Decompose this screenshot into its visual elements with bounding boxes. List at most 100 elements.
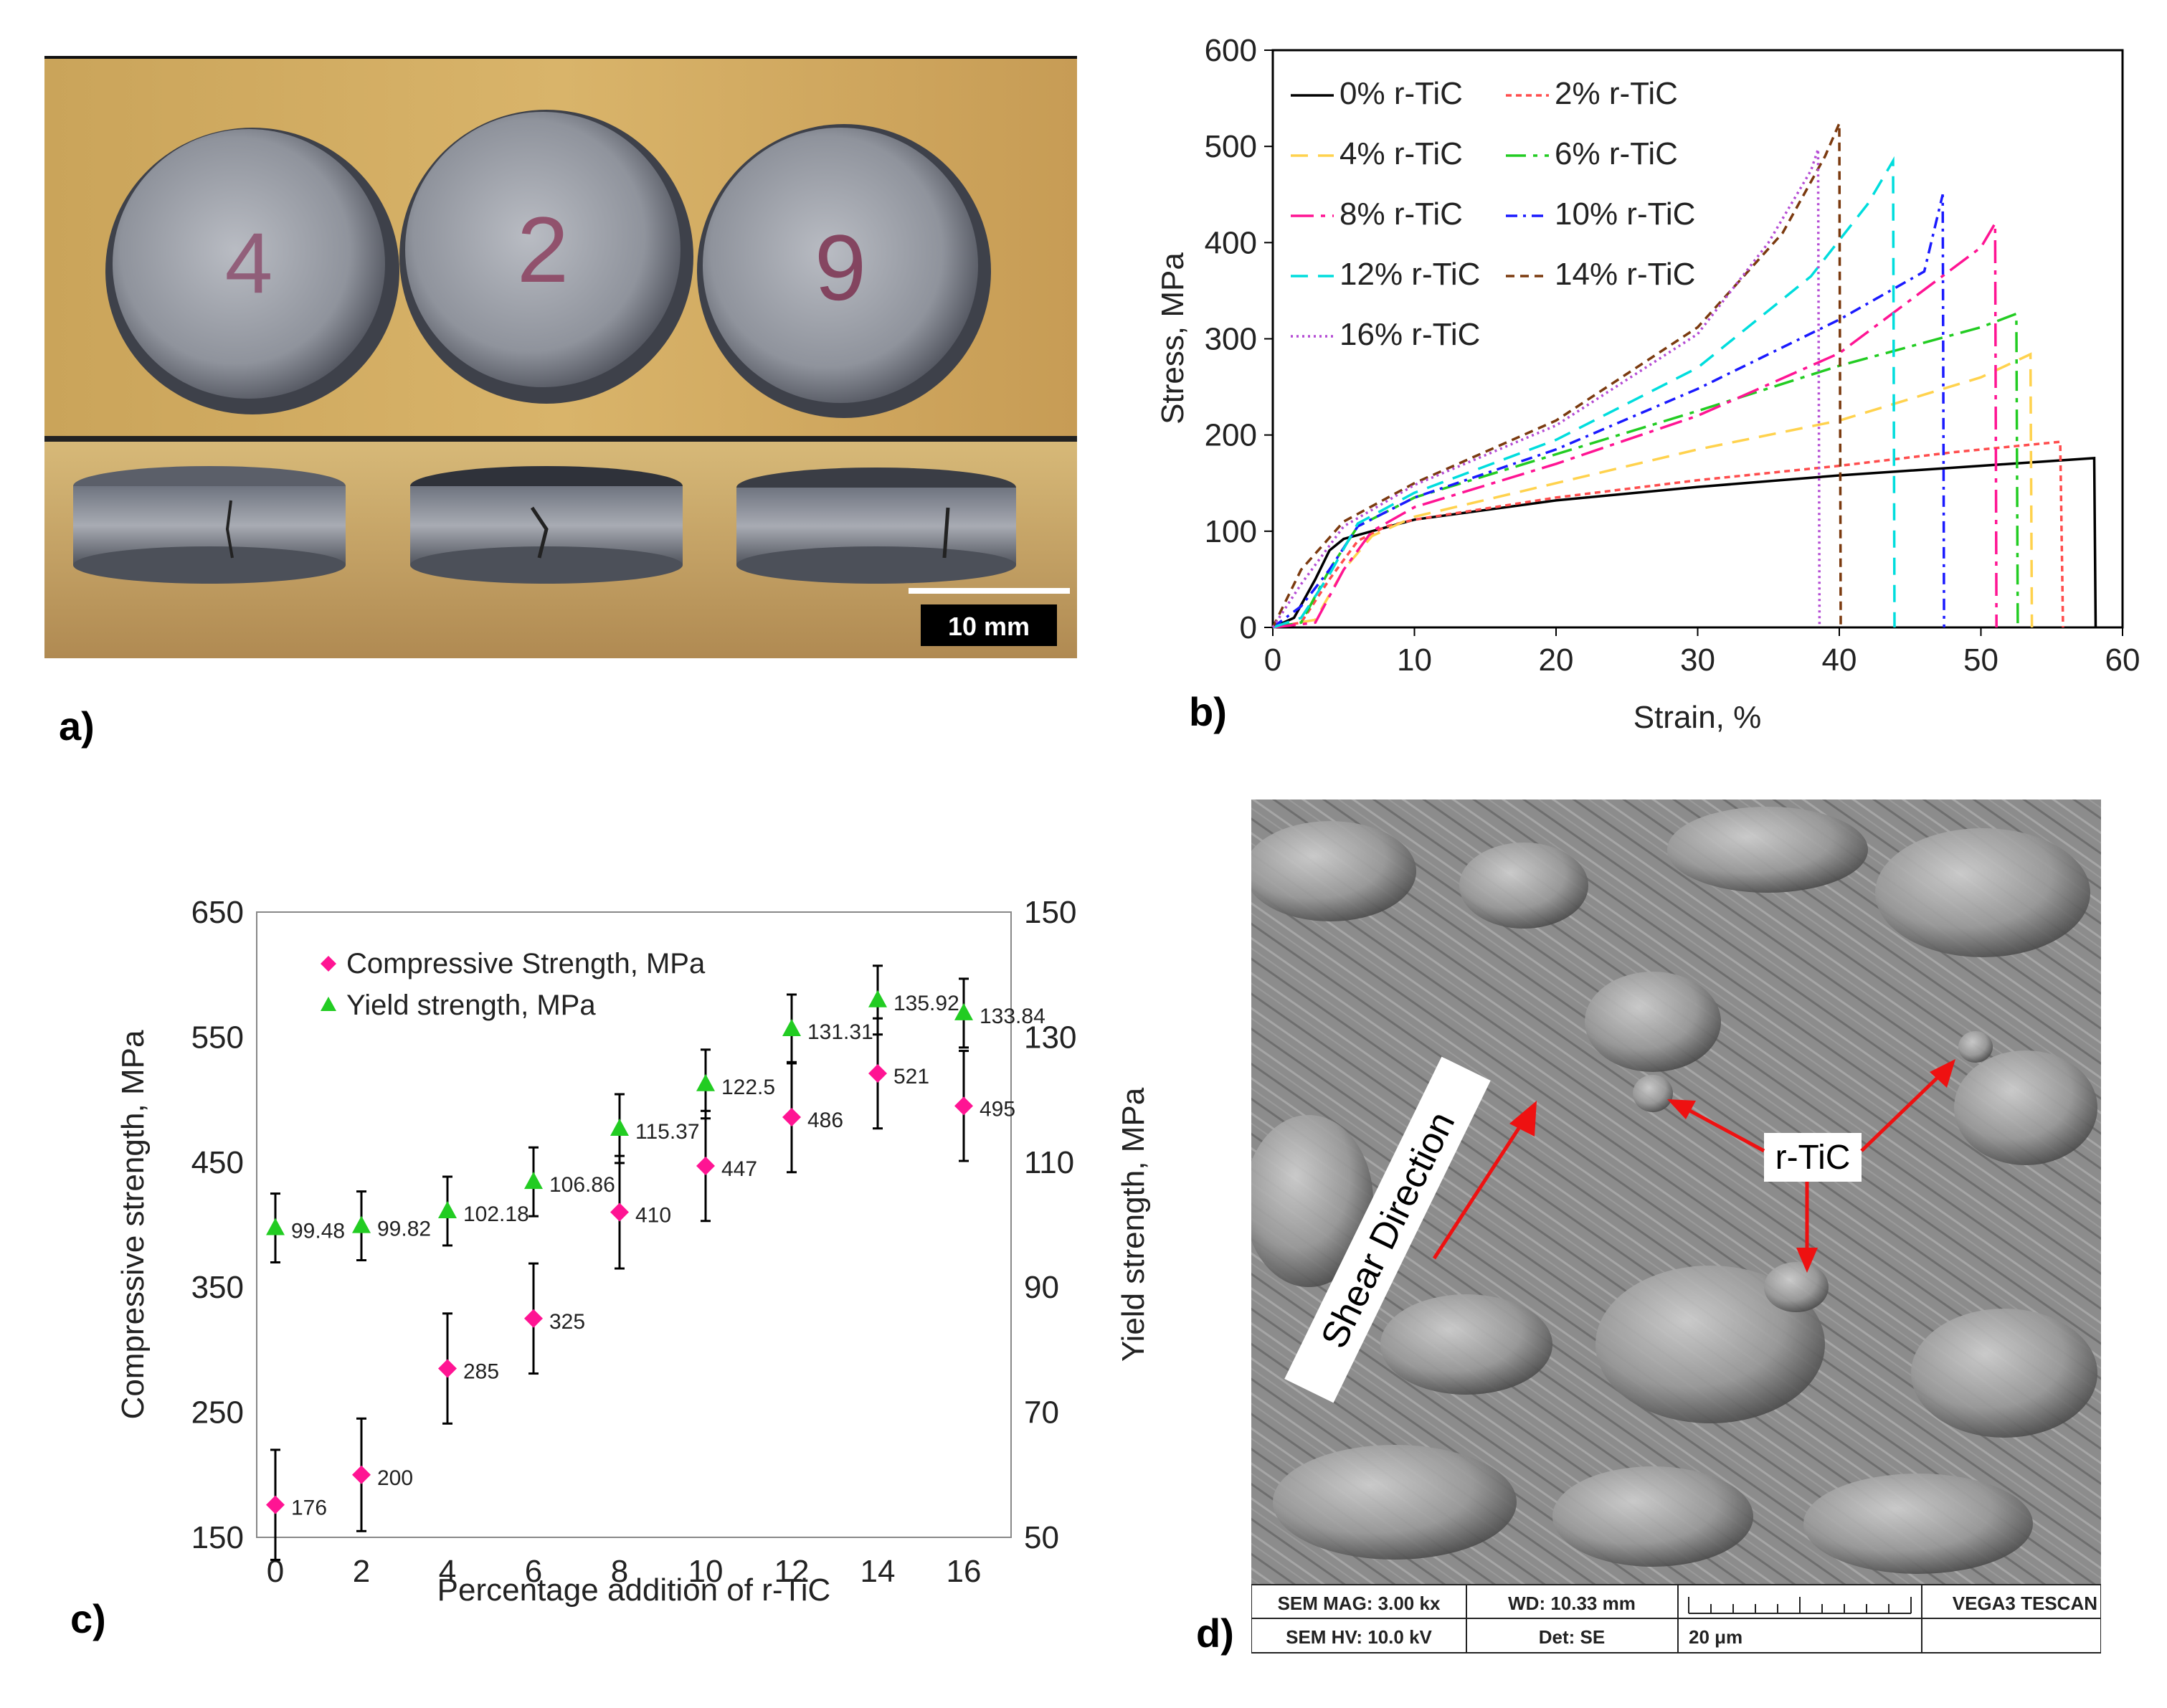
sem-wd: WD: 10.33 mm xyxy=(1508,1593,1636,1614)
data-label: 447 xyxy=(721,1157,757,1181)
yield-strength-point xyxy=(696,1073,715,1091)
sample-mark-1: 4 xyxy=(225,215,273,311)
y-tick-label-left: 250 xyxy=(191,1395,244,1431)
sample-mark-2: 2 xyxy=(517,197,569,302)
compressive-strength-point xyxy=(782,1108,801,1127)
sem-scale-label: 20 μm xyxy=(1689,1626,1742,1648)
x-tick-label: 60 xyxy=(2105,642,2140,678)
legend-label: 6% r-TiC xyxy=(1555,136,1678,171)
y-tick-label: 200 xyxy=(1205,418,1257,453)
data-label: 99.48 xyxy=(291,1220,345,1243)
legend-marker xyxy=(321,997,336,1011)
yield-strength-point xyxy=(610,1118,629,1136)
compressive-strength-point xyxy=(438,1359,457,1378)
legend-marker xyxy=(321,956,336,972)
series-line xyxy=(1272,457,2097,629)
sample-disc-3: 9 xyxy=(697,124,991,418)
y-tick-label-right: 50 xyxy=(1024,1520,1059,1555)
data-label: 495 xyxy=(980,1097,1015,1121)
series-line xyxy=(1272,352,2034,629)
shear-arrow-line xyxy=(1432,1114,1530,1260)
y-tick-label-right: 110 xyxy=(1024,1145,1074,1180)
legend-label: 14% r-TiC xyxy=(1555,257,1695,292)
data-label: 325 xyxy=(549,1310,585,1334)
x-axis-label: Strain, % xyxy=(1633,700,1762,735)
compressive-strength-point xyxy=(266,1495,285,1514)
legend-label: 8% r-TiC xyxy=(1339,196,1463,232)
data-label: 122.5 xyxy=(721,1076,775,1099)
yield-strength-point xyxy=(954,1002,973,1020)
series-line xyxy=(1272,219,1998,629)
x-tick-label: 2 xyxy=(353,1554,370,1589)
panel-label-d: d) xyxy=(1196,1610,1234,1656)
legend-label: 10% r-TiC xyxy=(1555,196,1695,232)
x-tick-label: 50 xyxy=(1963,642,1998,678)
rtic-arrowhead-1 xyxy=(1667,1099,1696,1119)
data-label: 102.18 xyxy=(463,1202,529,1226)
x-tick-label: 14 xyxy=(860,1554,896,1589)
x-tick-label: 30 xyxy=(1680,642,1715,678)
shear-arrowhead xyxy=(1509,1101,1537,1137)
y-tick-label-left: 450 xyxy=(191,1145,244,1180)
y-tick-label-right: 150 xyxy=(1024,895,1076,930)
series-line xyxy=(1272,440,2064,629)
data-label: 486 xyxy=(807,1109,843,1132)
sem-scale-ruler xyxy=(1688,1597,1912,1614)
panel-label-b: b) xyxy=(1189,689,1227,734)
sem-brand: VEGA3 TESCAN xyxy=(1953,1593,2097,1614)
sem-info-bar: SEM MAG: 3.00 kx WD: 10.33 mm SEM HV: 10… xyxy=(1251,1584,2102,1654)
legend-label: 2% r-TiC xyxy=(1555,76,1678,111)
scale-bar-label: 10 mm xyxy=(948,612,1030,641)
strength-chart: 0 2 4 6 8 10 12 14 16 150 250 350 450 550 650 50 70 90 110… xyxy=(108,875,1198,1621)
rtic-arrow-1 xyxy=(1677,1102,1765,1153)
sample-side-3 xyxy=(736,468,1016,584)
yield-strength-point xyxy=(524,1172,543,1190)
series-line xyxy=(1272,156,1896,629)
data-label: 176 xyxy=(291,1496,327,1520)
sem-svg: Shear Direction r-TiC SEM MAG: 3.00 kx W… xyxy=(1244,800,2102,1654)
rtic-arrowhead-3 xyxy=(1796,1248,1818,1273)
data-label: 200 xyxy=(377,1466,413,1490)
yield-strength-point xyxy=(266,1218,285,1235)
compressive-strength-point xyxy=(954,1096,973,1116)
sem-particles xyxy=(1244,807,2097,1574)
compressive-strength-point xyxy=(524,1309,543,1328)
compressive-strength-point xyxy=(696,1157,715,1176)
sample-side-2 xyxy=(410,466,683,584)
y-tick-label: 100 xyxy=(1205,514,1257,549)
y-tick-label-right: 130 xyxy=(1024,1020,1076,1055)
plot-frame xyxy=(256,911,1012,1538)
x-tick-label: 40 xyxy=(1822,642,1857,678)
y-tick-label: 600 xyxy=(1205,33,1257,68)
y-tick-label: 300 xyxy=(1205,322,1257,357)
y-tick-label: 400 xyxy=(1205,225,1257,260)
sem-micrograph: Shear Direction r-TiC SEM MAG: 3.00 kx W… xyxy=(1244,800,2102,1674)
yield-strength-point xyxy=(438,1200,457,1218)
x-axis-label: Percentage addition of r-TiC xyxy=(437,1572,831,1608)
sample-disc-2: 2 xyxy=(399,110,693,404)
series-line xyxy=(1271,123,1842,628)
data-label: 135.92 xyxy=(893,992,959,1015)
rtic-arrowhead-2 xyxy=(1930,1059,1955,1088)
rtic-annotation: r-TiC xyxy=(1667,1059,1955,1273)
y-tick-label-right: 90 xyxy=(1024,1270,1059,1305)
data-label: 410 xyxy=(635,1204,671,1228)
legend-label: Yield strength, MPa xyxy=(346,990,596,1021)
sample-disc-1: 4 xyxy=(105,128,399,414)
data-label: 521 xyxy=(893,1065,929,1088)
data-label: 285 xyxy=(463,1360,499,1384)
y-tick-label-left: 650 xyxy=(191,895,244,930)
data-label: 115.37 xyxy=(635,1120,700,1144)
compressive-strength-point xyxy=(610,1202,629,1222)
sem-mag: SEM MAG: 3.00 kx xyxy=(1278,1593,1441,1614)
legend-label: 0% r-TiC xyxy=(1339,76,1463,111)
x-tick-label: 10 xyxy=(688,1554,724,1589)
y-tick-label-left: 150 xyxy=(191,1520,244,1555)
data-label: 99.82 xyxy=(377,1218,431,1241)
y-tick-label-right: 70 xyxy=(1024,1395,1059,1431)
data-label: 133.84 xyxy=(980,1005,1045,1028)
data-label: 106.86 xyxy=(549,1173,615,1197)
rtic-arrow-2 xyxy=(1860,1071,1945,1152)
series-line xyxy=(1271,148,1821,628)
sample-mark-3: 9 xyxy=(815,215,866,320)
